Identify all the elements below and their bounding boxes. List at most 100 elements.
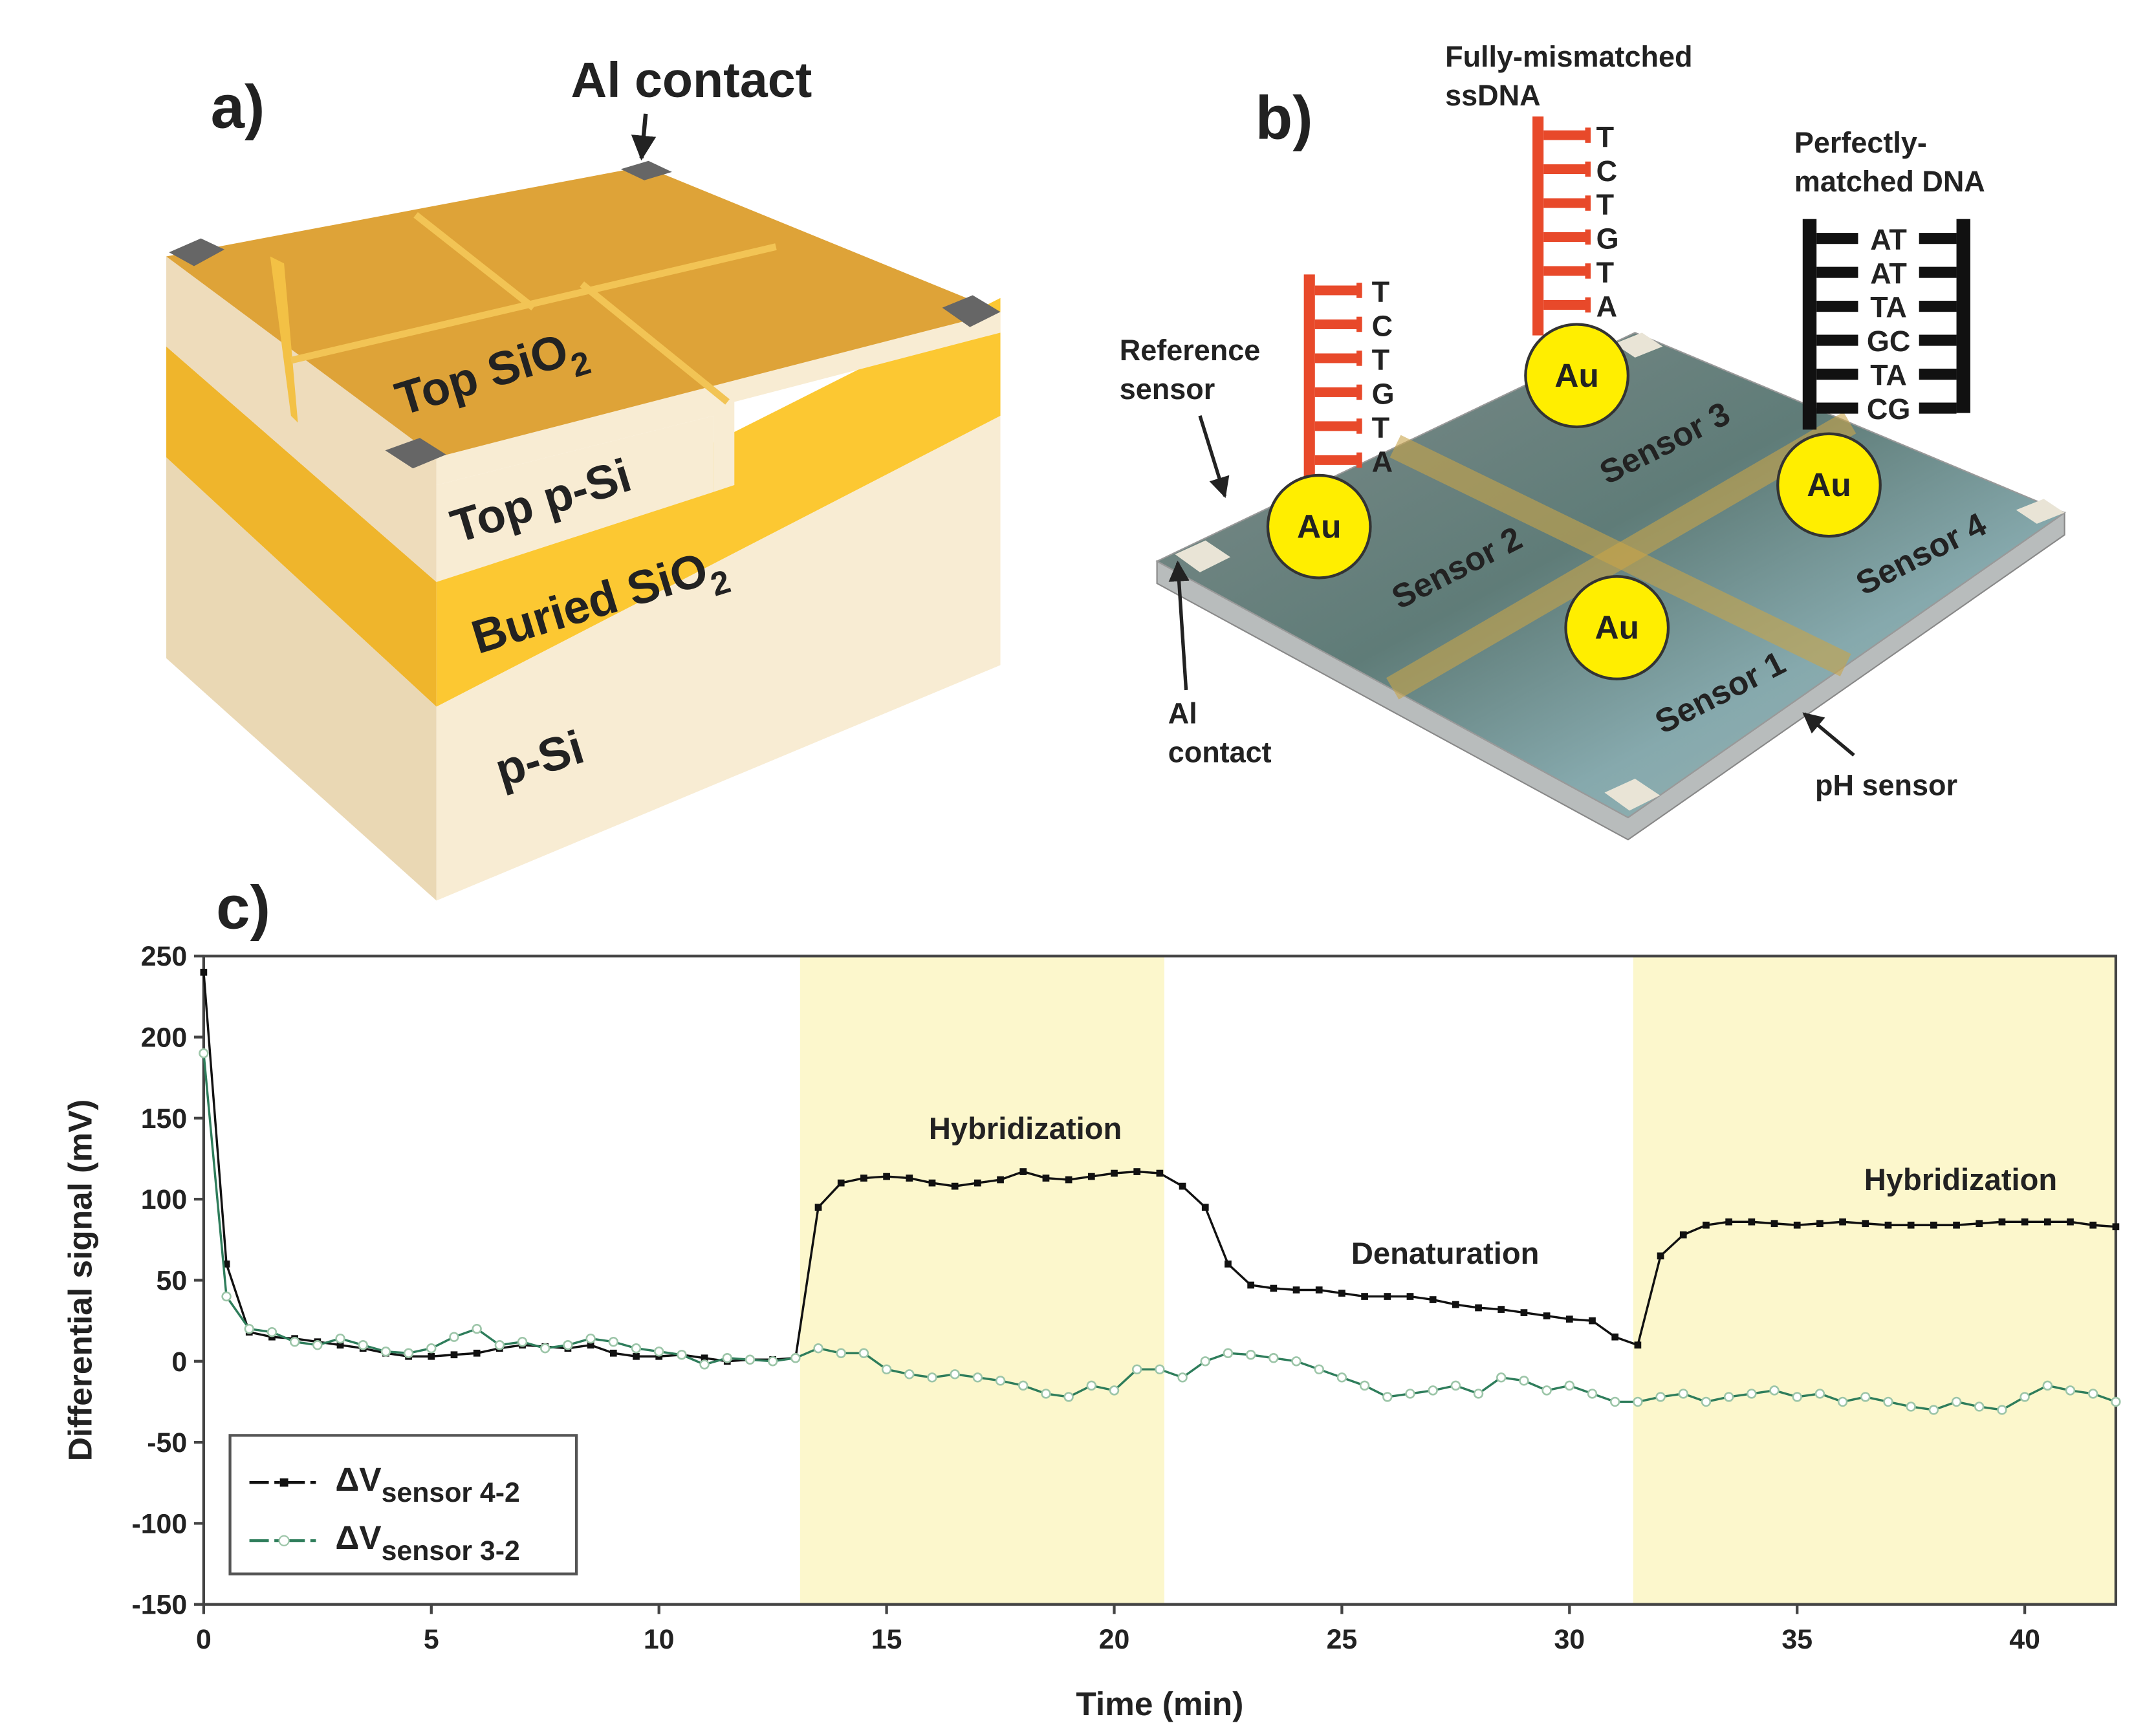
point [1336, 1372, 1347, 1383]
gold-label: Au [1595, 609, 1639, 646]
point [1496, 1372, 1507, 1383]
point [722, 1353, 732, 1363]
point [1497, 1306, 1505, 1313]
point [1200, 1356, 1210, 1367]
point [1725, 1218, 1732, 1226]
y-tick-label: 0 [171, 1347, 187, 1378]
gold-particle [1266, 473, 1372, 579]
legend-name: ΔV [335, 1519, 381, 1556]
point [1179, 1182, 1186, 1190]
callout: contact [1168, 735, 1272, 768]
point [1384, 1293, 1391, 1300]
point [1315, 1286, 1323, 1294]
point [2111, 1396, 2121, 1407]
point [1543, 1312, 1551, 1319]
pair-letter: GC [1867, 325, 1910, 358]
point [2112, 1223, 2120, 1231]
point [951, 1182, 959, 1190]
contact-pad [942, 295, 1001, 327]
point [1475, 1304, 1482, 1312]
y-tick-label: 50 [157, 1265, 188, 1296]
point [1997, 1405, 2007, 1415]
point [1087, 1173, 1095, 1180]
base-rung [1543, 266, 1591, 276]
pair-rung [1919, 334, 1957, 346]
annotation: Denaturation [1351, 1236, 1540, 1270]
legend-name: ΔV [335, 1460, 381, 1498]
point [1678, 1389, 1688, 1399]
point [1930, 1221, 1937, 1229]
point [1953, 1221, 1960, 1229]
x-tick-label: 40 [2009, 1624, 2040, 1655]
point [609, 1349, 617, 1357]
p-si-front [436, 415, 1001, 901]
pair-rung [1816, 266, 1858, 278]
point [1519, 1376, 1529, 1386]
point [1679, 1231, 1687, 1239]
top-psi-front [436, 312, 1001, 492]
point [836, 1348, 846, 1358]
pair-rung [1816, 369, 1858, 380]
point [2087, 1389, 2098, 1399]
gap-line [413, 212, 536, 310]
y-tick-label: 250 [141, 941, 187, 972]
legend-entry: ΔVsensor 4-2 [335, 1460, 519, 1508]
ssdna-backbone [1532, 116, 1544, 336]
point [1748, 1218, 1756, 1226]
point [2067, 1218, 2074, 1226]
pair-rung [1919, 233, 1957, 244]
point [1793, 1221, 1801, 1229]
base-rung [1543, 130, 1591, 140]
point [1564, 1380, 1575, 1391]
base-rung [1356, 452, 1362, 468]
point [928, 1179, 936, 1187]
y-axis-label: Differential signal (mV) [61, 1099, 98, 1462]
point [1747, 1389, 1757, 1399]
buried-left [166, 346, 437, 707]
base-rung [1356, 384, 1362, 400]
point [1201, 1204, 1209, 1211]
dsdna-rail [1956, 219, 1970, 413]
point [403, 1348, 414, 1358]
point [858, 1348, 869, 1358]
point [860, 1175, 867, 1182]
point [1063, 1392, 1074, 1402]
x-axis-label: Time (min) [1076, 1685, 1243, 1722]
arrow [631, 113, 657, 161]
point [1452, 1301, 1459, 1308]
point [653, 1347, 664, 1357]
pair-rung [1919, 301, 1957, 312]
panel-a-stack [166, 113, 1001, 901]
point [563, 1340, 573, 1350]
point [2043, 1218, 2051, 1226]
point [1951, 1396, 1962, 1407]
point [906, 1175, 913, 1182]
base-rung [1314, 455, 1362, 465]
point [1269, 1353, 1279, 1363]
point [633, 1352, 640, 1360]
point [1769, 1385, 1780, 1396]
point [1884, 1221, 1892, 1229]
point [608, 1336, 619, 1347]
base-rung [1314, 285, 1362, 296]
base-rung [1356, 418, 1362, 434]
point [631, 1343, 642, 1354]
point [1634, 1341, 1642, 1349]
x-tick-label: 30 [1554, 1624, 1585, 1655]
point [974, 1179, 981, 1187]
y-tick-label: -150 [131, 1590, 187, 1621]
point [745, 1354, 756, 1365]
point [1019, 1168, 1027, 1175]
arrow [1168, 560, 1190, 691]
point [1405, 1389, 1415, 1399]
point [814, 1204, 822, 1211]
point [585, 1333, 596, 1344]
point [2021, 1218, 2029, 1226]
point [1450, 1380, 1461, 1391]
callout: sensor [1120, 373, 1215, 406]
buried-front [436, 298, 1001, 707]
x-tick-label: 5 [424, 1624, 439, 1655]
pair-rung [1919, 402, 1957, 414]
base-rung [1543, 164, 1591, 175]
callout: Reference [1120, 334, 1260, 367]
